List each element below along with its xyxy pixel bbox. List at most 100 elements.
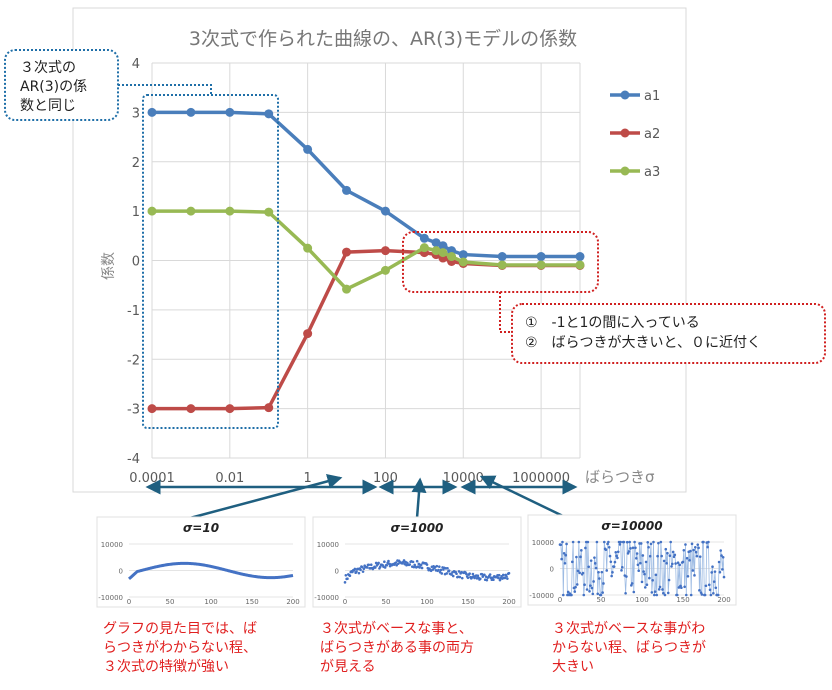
small-data-point [476, 574, 480, 578]
small-chart-1: σ=10 10000 0 -10000 0 50 100 150 200 [96, 516, 306, 608]
small-data-point [625, 540, 629, 544]
small-x-tick: 0 [558, 596, 562, 604]
small-y-tick: -10000 [98, 594, 123, 602]
small-data-point [583, 583, 586, 587]
small-data-point [593, 562, 597, 565]
y-tick-label: -2 [127, 353, 140, 368]
small-data-point [721, 555, 725, 559]
small-data-point [377, 561, 380, 565]
small-data-point [485, 578, 489, 582]
small-data-point [608, 554, 612, 558]
right-callout-box [511, 303, 826, 364]
small-data-point [642, 570, 645, 573]
small-data-point [610, 574, 613, 578]
small-data-point [708, 588, 712, 592]
small-data-point [394, 561, 398, 564]
small-data-point [680, 586, 683, 589]
small-data-point [579, 555, 582, 559]
small-data-point [589, 559, 593, 562]
small-data-point [689, 593, 693, 597]
y-tick-label: -3 [127, 403, 140, 418]
small-data-point [704, 584, 708, 588]
pointer-arrow [411, 477, 427, 519]
small-data-point [607, 540, 610, 544]
data-point-a2 [225, 404, 235, 414]
data-point-a3 [225, 206, 235, 216]
small-data-point [598, 577, 601, 580]
small-data-point [561, 593, 565, 597]
small-data-point [571, 560, 574, 564]
small-data-point [439, 568, 443, 572]
x-tick-label: 1000000 [512, 471, 570, 486]
right-callout-text: ① -1と1の間に入っている [525, 315, 700, 331]
small-data-point [663, 593, 667, 597]
small-data-point [435, 564, 439, 568]
small-data-point [646, 541, 650, 544]
small-data-point [670, 565, 673, 568]
small-x-tick: 50 [166, 598, 175, 606]
small-data-point [498, 578, 502, 582]
small-data-point [362, 567, 366, 571]
small-data-point [651, 578, 654, 582]
small-y-tick: 0 [550, 566, 554, 574]
small-data-point [630, 584, 633, 587]
y-axis-label: 係数 [101, 252, 117, 280]
data-point-a1 [264, 109, 274, 119]
small-data-point [712, 580, 716, 583]
small-data-point [445, 572, 448, 575]
small-data-point [666, 551, 669, 555]
pointer-arrow [189, 473, 343, 520]
small-data-point [675, 593, 679, 597]
small-data-point [660, 554, 663, 558]
small-data-point [652, 540, 655, 544]
data-point-a3 [380, 265, 390, 275]
small-data-point [503, 576, 507, 580]
small-data-point [622, 540, 626, 544]
x-tick-label: 100 [373, 471, 398, 486]
small-data-point [353, 567, 357, 571]
small-data-point [383, 560, 386, 564]
small-data-point [418, 566, 421, 569]
legend-label-a1: a1 [644, 89, 660, 104]
small-data-point [625, 575, 628, 578]
small-data-point [574, 585, 577, 589]
small-data-point [690, 542, 694, 546]
small-data-point [437, 568, 440, 572]
data-point-a1 [419, 233, 429, 243]
left-callout-box [4, 49, 119, 121]
small-data-point [420, 566, 424, 570]
small-data-point [654, 573, 658, 577]
data-point-a1 [431, 238, 441, 248]
small-data-point [460, 576, 464, 580]
small-data-point [719, 549, 723, 552]
small-data-point [466, 576, 470, 580]
small-data-point [697, 546, 700, 550]
small-x-tick: 100 [420, 598, 433, 606]
small-data-point [575, 555, 578, 559]
small-data-point [590, 586, 594, 590]
small-data-point [627, 550, 631, 553]
small-data-point [620, 569, 623, 572]
small-data-point [714, 586, 718, 590]
small-data-point [457, 570, 461, 573]
small-data-point [619, 540, 622, 544]
small-data-point [585, 588, 589, 591]
small-data-point [694, 545, 697, 549]
small-data-point [685, 556, 689, 560]
small-y-tick: 0 [119, 568, 123, 576]
small-data-point [355, 570, 358, 573]
data-point-a1 [380, 206, 390, 216]
small-data-point [659, 540, 663, 544]
small-data-point [378, 565, 382, 569]
small-data-point [419, 563, 423, 566]
small-data-point [653, 590, 657, 593]
small-x-tick: 200 [502, 598, 515, 606]
data-point-a1 [303, 144, 313, 154]
small-data-point [683, 585, 686, 589]
small-data-point [592, 580, 595, 583]
small-data-point [618, 543, 622, 546]
data-point-a2 [147, 404, 157, 414]
small-data-point [559, 543, 563, 547]
small-data-point [624, 591, 627, 595]
small-data-point [637, 569, 641, 573]
